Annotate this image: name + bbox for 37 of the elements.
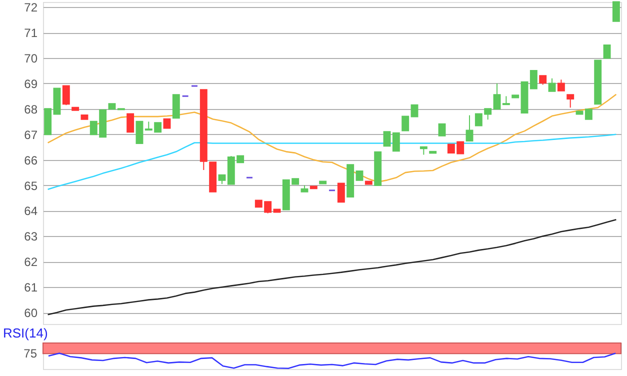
y-tick-label: 71 (24, 26, 38, 40)
candlestick (62, 85, 70, 106)
y-tick-label: 72 (24, 0, 38, 15)
candlestick (126, 113, 134, 133)
candlestick (603, 44, 611, 59)
candlestick (493, 82, 501, 110)
candlestick (612, 1, 620, 22)
candlestick (530, 70, 538, 90)
candlestick (557, 79, 565, 92)
y-tick-label: 61 (24, 280, 38, 295)
chart-title: RSI(14) (3, 326, 48, 340)
candlestick (172, 94, 180, 119)
y-tick-label: 67 (24, 128, 38, 142)
candlestick (566, 94, 574, 108)
candlestick (383, 131, 391, 147)
y-tick-label: 65 (24, 178, 38, 193)
line-series (47, 94, 617, 183)
y-tick-label: 60 (24, 306, 38, 320)
candlestick (548, 78, 556, 92)
candlestick (402, 116, 410, 132)
candlestick (392, 132, 400, 152)
y-tick-label: 63 (24, 230, 38, 244)
candlestick (337, 182, 345, 203)
candlestick (136, 120, 144, 144)
candlestick (466, 114, 474, 142)
line-series (47, 218, 617, 316)
y-tick-label: 66 (24, 153, 38, 168)
candlestick (438, 123, 446, 136)
candlestick (410, 104, 418, 118)
y-tick-label: 70 (24, 52, 38, 66)
candlestick (584, 108, 592, 120)
y-tick-label: 69 (24, 76, 38, 91)
text: 75 (24, 346, 38, 361)
y-tick-label: 64 (24, 204, 38, 218)
y-tick-label: 68 (24, 102, 38, 116)
line-series (47, 134, 617, 190)
y-tick-label: 62 (24, 255, 38, 270)
